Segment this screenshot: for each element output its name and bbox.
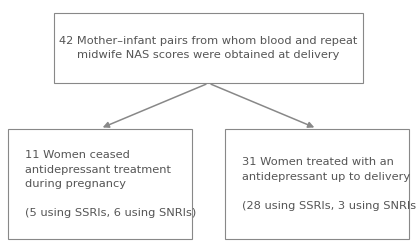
Text: 11 Women ceased
antidepressant treatment
during pregnancy

(5 using SSRIs, 6 usi: 11 Women ceased antidepressant treatment… bbox=[25, 150, 196, 218]
FancyBboxPatch shape bbox=[225, 129, 409, 239]
Text: 31 Women treated with an
antidepressant up to delivery

(28 using SSRIs, 3 using: 31 Women treated with an antidepressant … bbox=[242, 157, 417, 211]
Text: 42 Mother–infant pairs from whom blood and repeat
midwife NAS scores were obtain: 42 Mother–infant pairs from whom blood a… bbox=[59, 36, 358, 60]
FancyBboxPatch shape bbox=[54, 13, 363, 83]
FancyBboxPatch shape bbox=[8, 129, 192, 239]
